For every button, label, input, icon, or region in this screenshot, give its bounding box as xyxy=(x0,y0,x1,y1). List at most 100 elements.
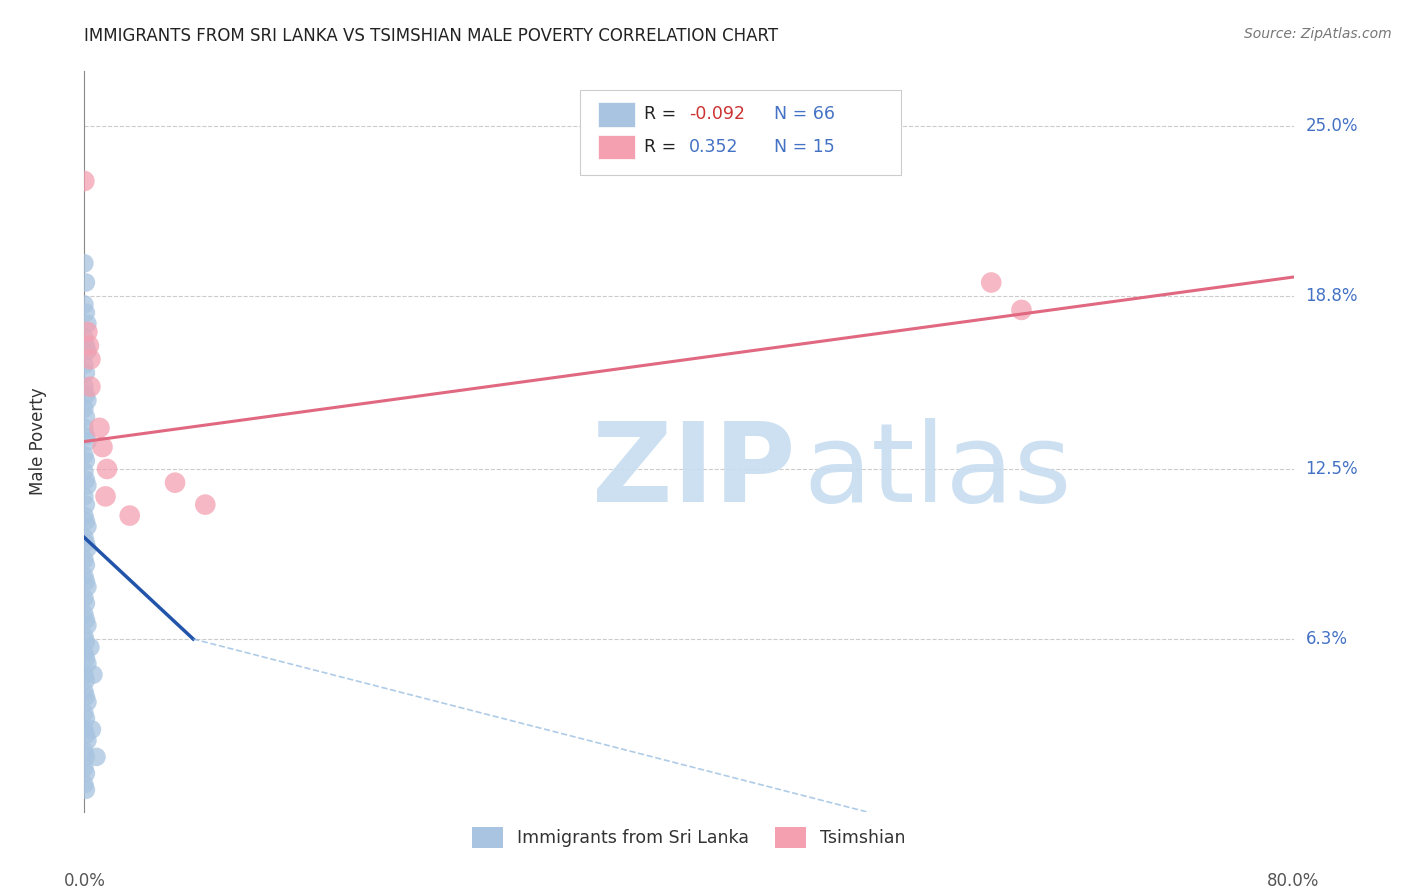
Text: 18.8%: 18.8% xyxy=(1306,287,1358,305)
Point xyxy=(73,330,96,344)
Text: 80.0%: 80.0% xyxy=(1267,872,1320,890)
Point xyxy=(76,541,98,556)
Point xyxy=(76,317,98,331)
Point xyxy=(77,338,100,352)
Point xyxy=(75,409,97,424)
Point xyxy=(73,401,96,416)
Point xyxy=(73,531,96,545)
Point xyxy=(75,766,97,780)
Point xyxy=(73,667,96,681)
Legend: Immigrants from Sri Lanka, Tsimshian: Immigrants from Sri Lanka, Tsimshian xyxy=(465,820,912,855)
Point xyxy=(73,297,96,311)
Point xyxy=(76,519,98,533)
Text: ZIP: ZIP xyxy=(592,417,796,524)
Point xyxy=(76,325,98,339)
Text: IMMIGRANTS FROM SRI LANKA VS TSIMSHIAN MALE POVERTY CORRELATION CHART: IMMIGRANTS FROM SRI LANKA VS TSIMSHIAN M… xyxy=(84,27,779,45)
Point xyxy=(75,429,97,443)
Point xyxy=(75,338,97,352)
Point xyxy=(76,344,98,359)
Point xyxy=(89,421,111,435)
Point xyxy=(76,580,98,594)
Point xyxy=(75,613,97,627)
Point xyxy=(75,651,97,665)
Point xyxy=(73,552,96,566)
Text: 25.0%: 25.0% xyxy=(1306,117,1358,136)
Point xyxy=(980,276,1002,290)
Point xyxy=(75,673,97,687)
Point xyxy=(79,352,101,367)
Point xyxy=(82,667,104,681)
Point xyxy=(118,508,141,523)
Point xyxy=(73,489,96,503)
Point xyxy=(73,777,96,791)
Point xyxy=(73,380,96,394)
Point xyxy=(75,596,97,610)
Point xyxy=(79,640,101,655)
Point xyxy=(76,695,98,709)
Point xyxy=(73,174,96,188)
Point xyxy=(73,591,96,605)
Bar xyxy=(599,103,634,127)
Point xyxy=(76,478,98,492)
Text: atlas: atlas xyxy=(804,417,1073,524)
Point xyxy=(73,629,96,643)
Point xyxy=(73,761,96,775)
Point xyxy=(75,711,97,725)
Point xyxy=(75,498,97,512)
Point xyxy=(75,558,97,572)
Point xyxy=(75,514,97,528)
Point xyxy=(79,380,101,394)
Point xyxy=(73,421,96,435)
Point xyxy=(73,744,96,758)
Point xyxy=(75,750,97,764)
Bar xyxy=(599,135,634,160)
Point xyxy=(75,536,97,550)
Point xyxy=(194,498,217,512)
Text: R =: R = xyxy=(644,138,682,156)
Point xyxy=(86,750,108,764)
Point xyxy=(80,723,103,737)
Text: N = 15: N = 15 xyxy=(773,138,834,156)
Point xyxy=(73,684,96,698)
Point xyxy=(76,733,98,747)
Point xyxy=(75,782,97,797)
Point xyxy=(75,366,97,380)
Point xyxy=(75,690,97,704)
Point xyxy=(75,574,97,589)
FancyBboxPatch shape xyxy=(581,90,901,175)
Text: R =: R = xyxy=(644,105,682,123)
Point xyxy=(73,465,96,479)
Point xyxy=(75,454,97,468)
Point xyxy=(96,462,118,476)
Point xyxy=(75,388,97,402)
Point xyxy=(76,657,98,671)
Point xyxy=(73,723,96,737)
Point xyxy=(1011,302,1033,317)
Point xyxy=(73,256,96,270)
Text: 0.352: 0.352 xyxy=(689,138,738,156)
Point xyxy=(165,475,187,490)
Text: 6.3%: 6.3% xyxy=(1306,630,1347,648)
Point xyxy=(75,276,97,290)
Point xyxy=(75,728,97,742)
Point xyxy=(73,358,96,372)
Text: Source: ZipAtlas.com: Source: ZipAtlas.com xyxy=(1244,27,1392,41)
Point xyxy=(73,607,96,622)
Text: 0.0%: 0.0% xyxy=(63,872,105,890)
Text: -0.092: -0.092 xyxy=(689,105,745,123)
Text: Male Poverty: Male Poverty xyxy=(30,388,48,495)
Point xyxy=(73,706,96,720)
Point xyxy=(76,393,98,408)
Point xyxy=(75,473,97,487)
Point xyxy=(94,489,117,503)
Point xyxy=(73,646,96,660)
Point xyxy=(75,306,97,320)
Point xyxy=(76,434,98,449)
Point xyxy=(91,440,114,454)
Point xyxy=(73,569,96,583)
Text: N = 66: N = 66 xyxy=(773,105,835,123)
Point xyxy=(73,508,96,523)
Point xyxy=(76,618,98,632)
Point xyxy=(73,448,96,462)
Point xyxy=(75,634,97,648)
